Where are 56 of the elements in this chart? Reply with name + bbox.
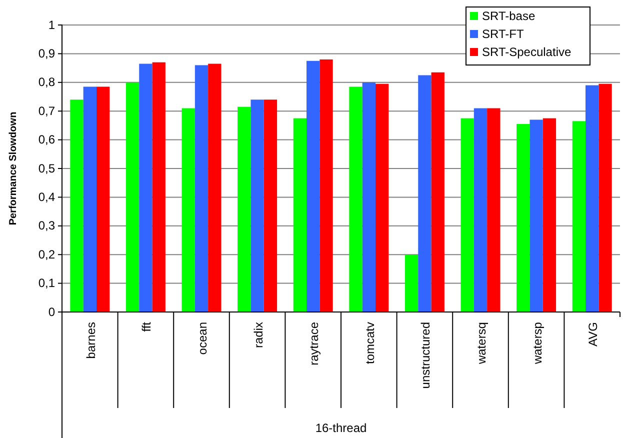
bar bbox=[404, 254, 418, 312]
bar bbox=[139, 64, 152, 312]
legend-label: SRT-base bbox=[482, 9, 536, 23]
y-tick-label: 0,7 bbox=[38, 104, 56, 118]
legend-label: SRT-Speculative bbox=[482, 45, 572, 59]
bar bbox=[516, 124, 530, 312]
bar bbox=[152, 62, 166, 312]
y-tick-label: 0 bbox=[48, 304, 56, 319]
y-tick-label: 0,9 bbox=[38, 46, 56, 61]
y-tick-label: 0,3 bbox=[38, 218, 56, 233]
bar bbox=[487, 108, 500, 312]
x-axis-title: 16-thread bbox=[315, 421, 367, 435]
y-tick-label: 0,4 bbox=[38, 190, 56, 204]
x-tick-label: tomcatv bbox=[362, 322, 377, 364]
bar bbox=[264, 100, 278, 312]
legend-label: SRT-FT bbox=[482, 27, 524, 41]
x-tick-label: watersq bbox=[474, 322, 488, 366]
bar bbox=[586, 85, 599, 312]
x-tick-label: unstructured bbox=[418, 322, 433, 389]
x-tick-label: fft bbox=[140, 321, 154, 332]
bar bbox=[474, 108, 488, 312]
bar bbox=[542, 118, 556, 312]
y-tick-label: 0,6 bbox=[38, 132, 56, 147]
y-tick-label: 0,8 bbox=[38, 75, 56, 90]
x-tick-label: ocean bbox=[196, 322, 210, 355]
bar bbox=[349, 86, 362, 312]
bar bbox=[126, 82, 140, 312]
bar bbox=[182, 108, 195, 312]
bar bbox=[96, 86, 110, 312]
bar bbox=[70, 100, 84, 312]
y-axis-title: Performance Slowdown bbox=[8, 112, 19, 226]
bar bbox=[306, 60, 320, 312]
bar bbox=[238, 106, 251, 312]
y-tick-label: 0,1 bbox=[38, 276, 56, 290]
y-tick-label: 0,2 bbox=[38, 247, 56, 262]
bar bbox=[250, 100, 264, 312]
x-tick-label: radix bbox=[251, 322, 266, 348]
bar bbox=[572, 121, 586, 312]
bar bbox=[362, 82, 376, 312]
bar bbox=[460, 118, 474, 312]
x-tick-label: watersp bbox=[530, 322, 544, 366]
bar bbox=[83, 86, 96, 312]
bar bbox=[418, 75, 432, 312]
bar bbox=[598, 84, 612, 312]
x-tick-label: raytrace bbox=[307, 322, 322, 366]
bar bbox=[293, 118, 307, 312]
y-tick-label: 1 bbox=[48, 18, 56, 32]
bar bbox=[530, 120, 543, 312]
bar bbox=[208, 64, 222, 312]
bar bbox=[320, 59, 333, 312]
bar bbox=[431, 72, 444, 312]
bar bbox=[375, 84, 389, 312]
x-tick-label: AVG bbox=[586, 322, 600, 346]
x-tick-label: barnes bbox=[84, 322, 98, 359]
bar bbox=[194, 65, 208, 312]
y-tick-label: 0,5 bbox=[38, 161, 56, 176]
